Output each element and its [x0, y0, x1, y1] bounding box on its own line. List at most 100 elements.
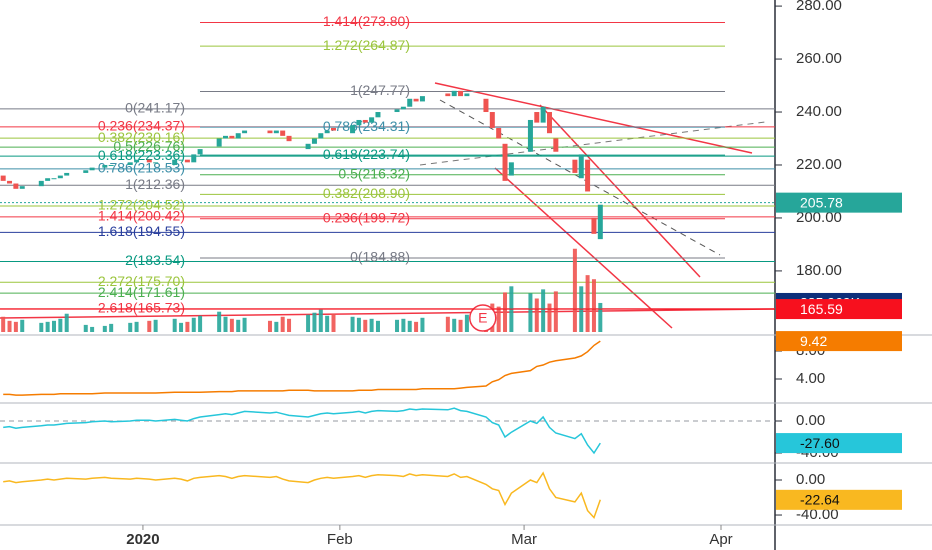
volume-bar	[452, 318, 457, 332]
volume-bar	[503, 292, 508, 332]
fib-label: 1.414(200.42)	[98, 208, 185, 224]
volume-bar	[280, 316, 285, 332]
volume-bar	[39, 322, 44, 332]
candle	[489, 112, 495, 128]
fib-label: 0.5(226.76)	[113, 138, 185, 154]
fib-label: 2(183.54)	[125, 252, 185, 268]
candle	[458, 90, 464, 97]
volume-bar	[572, 248, 577, 332]
fib-label: 0.618(223.74)	[323, 146, 410, 162]
fib-label: 0(184.88)	[350, 249, 410, 265]
fib-label: 1(212.36)	[125, 176, 185, 192]
volume-bar	[528, 293, 533, 332]
fib-label: 2.414(171.61)	[98, 284, 185, 300]
y-tick-label: 0.00	[796, 412, 825, 429]
volume-bar	[414, 321, 419, 332]
volume-bar	[20, 319, 25, 332]
volume-bar	[185, 321, 190, 332]
candle	[331, 127, 337, 131]
volume-bar	[51, 320, 56, 332]
dashed-line	[419, 121, 766, 166]
x-tick-label: Apr	[709, 531, 732, 548]
volume-bar	[420, 317, 425, 332]
fib-label: 0.236(199.72)	[323, 209, 410, 225]
value-badge-label: -22.64	[800, 492, 840, 508]
volume-bar	[331, 313, 336, 332]
candle	[502, 143, 508, 181]
fib-label: 1.414(273.80)	[323, 13, 410, 29]
candle	[229, 135, 235, 139]
candle	[375, 112, 381, 118]
candle	[324, 130, 330, 134]
volume-bar	[267, 320, 272, 332]
candle	[267, 130, 273, 134]
value-badge-label: 165.59	[800, 301, 843, 317]
candle	[13, 183, 19, 189]
volume-bar	[191, 317, 196, 332]
channel-line	[539, 104, 701, 278]
candle	[89, 167, 95, 171]
volume-bar	[553, 291, 558, 332]
volume-bar	[541, 289, 546, 332]
fib-label: 0.786(218.53)	[98, 160, 185, 176]
candle	[305, 143, 311, 150]
candle	[223, 135, 229, 139]
candle	[540, 106, 546, 123]
volume-bar	[356, 317, 361, 332]
volume-bar	[153, 319, 158, 332]
volume-bar	[172, 318, 177, 332]
volume-bar	[350, 316, 355, 332]
y-tick-label: 220.00	[796, 156, 842, 173]
value-badge	[776, 299, 902, 320]
volume-bar	[445, 316, 450, 332]
candle	[242, 130, 248, 134]
volume-bar	[13, 321, 18, 332]
candle	[153, 162, 159, 164]
volume-bar	[83, 324, 88, 332]
candle	[134, 159, 140, 163]
candle	[235, 133, 241, 139]
candle	[445, 93, 451, 97]
volume-bar	[585, 275, 590, 332]
value-badge	[776, 489, 902, 510]
value-badge	[776, 331, 902, 352]
x-tick-label: Feb	[327, 531, 353, 548]
y-tick-label: 240.00	[796, 103, 842, 120]
candle	[508, 162, 514, 176]
candle	[356, 119, 362, 126]
candle	[394, 109, 400, 113]
y-tick-label: 200.00	[796, 209, 842, 226]
candle	[216, 138, 222, 147]
fib-label: 0.5(216.32)	[338, 165, 410, 181]
volume-bar	[229, 318, 234, 332]
indicator-line	[3, 407, 601, 455]
volume-bar	[134, 321, 139, 332]
volume-bar	[458, 319, 463, 332]
y-tick-label: 4.00	[796, 370, 825, 387]
volume-bar	[64, 313, 69, 332]
candle	[45, 178, 51, 181]
y-tick-label: -40.00	[796, 506, 839, 523]
volume-bar	[318, 309, 323, 332]
fib-label: 0.382(208.90)	[323, 185, 410, 201]
value-badge-label: -27.60	[800, 435, 840, 451]
trend-line	[434, 82, 753, 154]
candle	[572, 159, 578, 173]
volume-bar	[598, 302, 603, 332]
indicator-line	[3, 471, 602, 520]
volume-bar	[128, 322, 133, 332]
value-badge	[776, 433, 902, 454]
candle	[464, 93, 470, 97]
indicator-line	[3, 340, 601, 396]
candle	[483, 98, 489, 113]
candle	[38, 180, 44, 187]
x-tick-label: Mar	[511, 531, 537, 548]
candle	[419, 96, 425, 102]
volume-bar	[395, 319, 400, 332]
candle	[146, 159, 152, 163]
candle	[591, 217, 597, 234]
volume-bar	[102, 325, 107, 332]
value-badge-label: 205.78	[800, 194, 843, 210]
candle	[527, 119, 533, 152]
